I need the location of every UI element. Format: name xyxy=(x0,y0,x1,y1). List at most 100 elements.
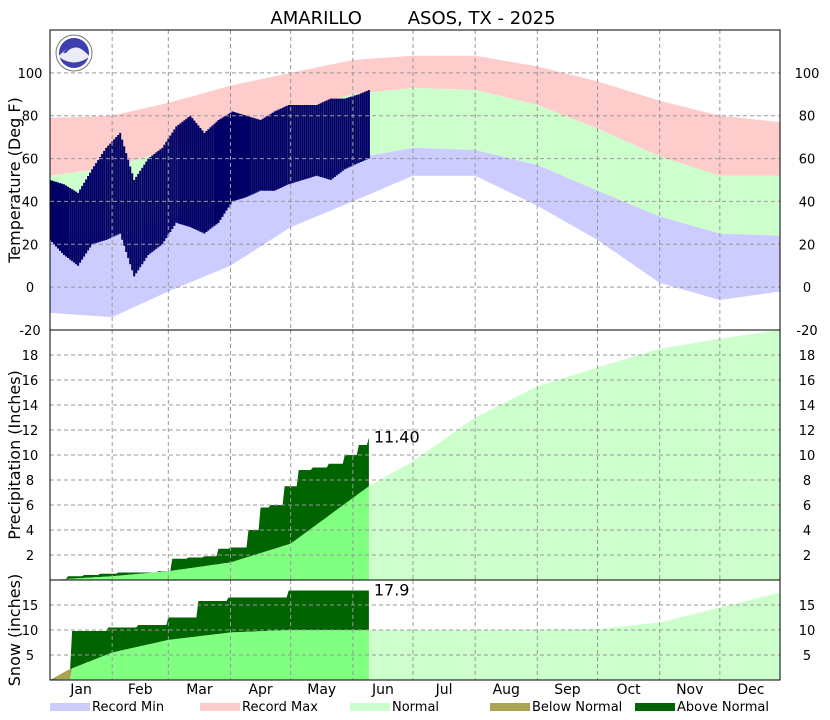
observed-temp-bar xyxy=(213,123,216,226)
observed-temp-bar xyxy=(299,105,302,181)
observed-temp-bar xyxy=(311,105,314,177)
observed-temp-bar xyxy=(77,192,80,266)
observed-temp-bar xyxy=(205,131,208,232)
observed-temp-bar xyxy=(173,129,176,226)
observed-temp-bar xyxy=(97,160,100,243)
observed-temp-bar xyxy=(217,120,220,223)
observed-temp-bar xyxy=(279,108,282,188)
temperature-ylabel: Temperature (Deg F) xyxy=(5,97,24,264)
observed-temp-bar xyxy=(239,113,242,199)
observed-temp-bar xyxy=(219,118,222,220)
month-label: Sep xyxy=(554,682,581,698)
observed-temp-bar xyxy=(91,169,94,245)
observed-temp-bar xyxy=(139,170,142,268)
observed-temp-bar xyxy=(103,150,106,241)
temperature-ytick-left: 80 xyxy=(22,110,39,125)
observed-temp-bar xyxy=(99,157,102,242)
observed-temp-bar xyxy=(83,182,86,257)
legend-label: Record Min xyxy=(92,700,164,715)
observed-temp-bar xyxy=(321,102,324,178)
observed-temp-bar xyxy=(117,135,120,235)
observed-temp-bar xyxy=(135,176,138,274)
observed-temp-bar xyxy=(283,106,286,187)
observed-temp-bar xyxy=(315,105,318,176)
observed-temp-bar xyxy=(367,90,370,159)
observed-temp-bar xyxy=(301,105,304,180)
observed-temp-bar xyxy=(245,115,248,198)
observed-temp-bar xyxy=(185,118,188,226)
snow-frame xyxy=(49,579,781,681)
temperature-ytick-right: 40 xyxy=(799,195,816,210)
observed-temp-bar xyxy=(111,141,114,238)
legend: Record Min Record Max Normal Below Normal Ab… xyxy=(50,700,769,715)
observed-temp-bar xyxy=(207,129,210,231)
legend-label: Above Normal xyxy=(677,700,769,715)
observed-temp-bar xyxy=(165,141,168,239)
observed-temp-bar xyxy=(303,105,306,180)
observed-temp-bar xyxy=(123,146,126,246)
observed-temp-bar xyxy=(183,120,186,226)
observed-temp-bar xyxy=(187,117,190,227)
observed-temp-bar xyxy=(225,115,228,211)
observed-temp-bar xyxy=(193,120,196,229)
observed-temp-bar xyxy=(209,127,212,229)
observed-temp-bar xyxy=(51,180,53,243)
precipitation-ytick-left: 16 xyxy=(22,374,39,389)
snow-ylabel: Snow (inches) xyxy=(5,574,24,686)
snow-grid xyxy=(50,580,780,680)
legend-swatch xyxy=(635,703,675,711)
observed-temp-bar xyxy=(89,172,92,248)
observed-temp-bar xyxy=(241,114,244,199)
observed-temp-bar xyxy=(129,166,132,265)
observed-temp-bar xyxy=(293,105,296,183)
observed-temp-bar xyxy=(203,132,206,234)
record-min-band xyxy=(50,147,780,318)
observed-temp-bar xyxy=(269,113,272,191)
observed-temp-bar xyxy=(257,119,260,192)
observed-temp-bar xyxy=(95,163,98,244)
snow-ytick-left: 5 xyxy=(26,649,34,664)
temperature-ytick-left: 60 xyxy=(22,153,39,168)
observed-temp-bar xyxy=(149,157,152,254)
observed-temp-bar xyxy=(197,125,200,231)
observed-temp-bar xyxy=(297,105,300,182)
snow-ytick-left: 10 xyxy=(22,624,39,639)
observed-temp-bar xyxy=(147,158,150,255)
observed-temp-bar xyxy=(137,173,140,271)
observed-temp-bar xyxy=(223,116,226,214)
observed-temp-bar xyxy=(323,101,326,179)
temperature-panel: -20 -20 0 0 20 20 40 40 60 60 80 80 100 100 Temperatur… xyxy=(5,29,819,339)
observed-temp-bar xyxy=(341,98,344,171)
month-label: Apr xyxy=(248,682,272,698)
precipitation-panel: 11.40 2 2 4 4 6 6 8 8 10 10 12 12 14 14 16 16 18 18 Precipi… xyxy=(5,329,816,581)
month-label: Feb xyxy=(128,682,153,698)
observed-temp-bar xyxy=(261,118,264,191)
observed-temp-bar xyxy=(221,117,224,217)
observed-temp-bar xyxy=(319,103,322,177)
month-label: Jan xyxy=(69,682,92,698)
observed-temp-bar xyxy=(79,189,82,263)
observed-temp-bar xyxy=(63,184,65,255)
observed-temp-bar xyxy=(287,105,290,185)
observed-temp-bar xyxy=(65,185,67,257)
precipitation-ytick-right: 16 xyxy=(799,374,816,389)
observed-temp-bar xyxy=(235,112,238,201)
observed-temp-bar xyxy=(171,132,174,229)
observed-temp-bar xyxy=(243,115,246,198)
observed-temp-bar xyxy=(107,145,110,240)
month-label: Jun xyxy=(371,682,394,698)
observed-temp-bar xyxy=(131,173,134,271)
observed-temp-bar xyxy=(247,116,250,197)
observed-temp-bar xyxy=(181,121,184,225)
observed-temp-bar xyxy=(277,109,280,189)
observed-temp-bar xyxy=(253,118,256,194)
legend-swatch xyxy=(490,703,530,711)
precipitation-ytick-left: 2 xyxy=(26,549,34,564)
month-label: Aug xyxy=(493,682,520,698)
precipitation-normal-area xyxy=(50,330,780,580)
observed-temp-bar xyxy=(345,98,348,169)
observed-temp-bar xyxy=(57,182,59,249)
observed-temp-bar xyxy=(295,105,298,182)
temperature-ytick-left: 100 xyxy=(18,67,43,82)
observed-temp-bar xyxy=(75,191,78,265)
